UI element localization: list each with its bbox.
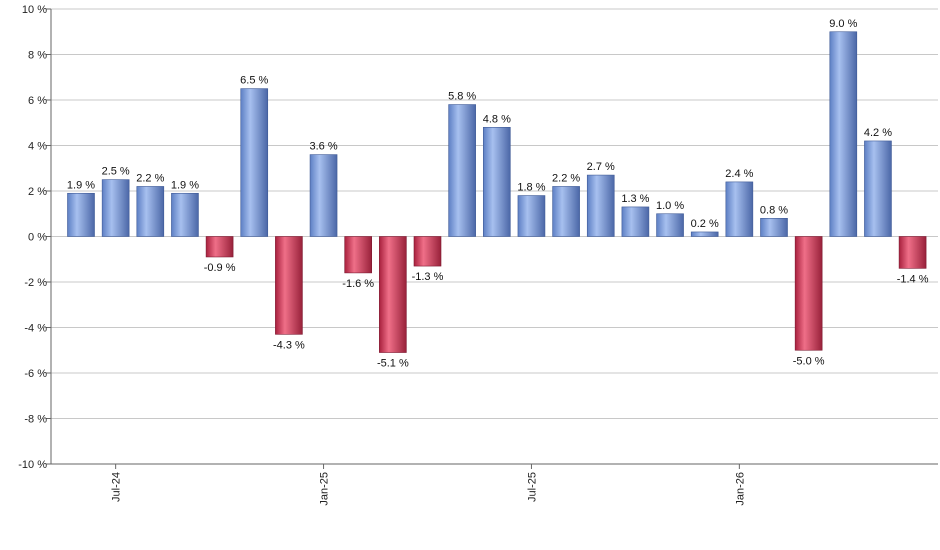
x-tick-label: Jan-26 xyxy=(734,472,746,506)
bar-value-label: 4.2 % xyxy=(864,127,892,139)
y-tick-label: 2 % xyxy=(28,186,47,198)
bar xyxy=(482,127,511,237)
bar xyxy=(621,206,650,237)
y-tick-label: 6 % xyxy=(28,95,47,107)
bar xyxy=(205,236,234,258)
y-tick-label: 0 % xyxy=(28,232,47,244)
bar xyxy=(760,218,788,237)
bar xyxy=(240,88,269,237)
bar-value-label: 2.2 % xyxy=(552,172,580,184)
bar-value-label: 2.7 % xyxy=(587,161,615,173)
bar-value-label: 5.8 % xyxy=(448,91,476,103)
bar-value-label: 4.8 % xyxy=(483,113,511,125)
y-tick-label: -4 % xyxy=(24,323,47,335)
bar xyxy=(171,192,199,237)
bar xyxy=(309,154,338,237)
bar-value-label: 2.2 % xyxy=(136,172,164,184)
bar-value-label: 1.3 % xyxy=(621,193,649,205)
bar xyxy=(552,186,580,237)
bar-value-label: 0.2 % xyxy=(691,218,719,230)
bar-value-label: 3.6 % xyxy=(309,141,337,153)
bar xyxy=(725,181,754,237)
bar xyxy=(344,236,373,274)
x-tick-label: Jul-24 xyxy=(111,472,123,502)
bar xyxy=(898,236,927,269)
y-tick-label: -8 % xyxy=(24,414,47,426)
bar-value-label: 2.4 % xyxy=(725,168,753,180)
bar xyxy=(448,104,476,237)
bar-value-label: 2.5 % xyxy=(102,166,130,178)
bars xyxy=(67,31,927,353)
bar xyxy=(794,236,823,351)
bar xyxy=(517,195,546,237)
bar xyxy=(67,192,95,237)
bar-value-label: 1.9 % xyxy=(171,179,199,191)
x-tick-label: Jul-25 xyxy=(526,472,538,502)
data-labels: 1.9 % 2.5 % 2.2 % 1.9 % -0.9 % 6.5 % -4.3 % 3.6… xyxy=(67,18,929,370)
axes: -10 % -8 % -6 % -4 % -2 % 0 % 2 % 4 % 6 % 8 % 10 %… xyxy=(18,4,938,506)
bar xyxy=(101,179,130,237)
y-tick-label: -10 % xyxy=(18,459,47,471)
bar-value-label: -1.3 % xyxy=(412,271,444,283)
bar-value-label: 9.0 % xyxy=(829,18,857,30)
bar-value-label: 1.9 % xyxy=(67,179,95,191)
bar-value-label: -1.6 % xyxy=(342,278,374,290)
bar-value-label: 1.0 % xyxy=(656,200,684,212)
bar-value-label: 1.8 % xyxy=(517,182,545,194)
bar-value-label: -5.1 % xyxy=(377,358,409,370)
bar-value-label: -0.9 % xyxy=(204,262,236,274)
bar-value-label: 6.5 % xyxy=(240,75,268,87)
y-tick-label: 8 % xyxy=(28,50,47,62)
bar xyxy=(413,236,442,267)
y-tick-label: 10 % xyxy=(22,4,47,16)
x-tick-label: Jan-25 xyxy=(319,472,331,506)
bar xyxy=(586,174,615,237)
bar xyxy=(275,236,303,335)
bar-value-label: -1.4 % xyxy=(897,273,929,285)
y-tick-label: -6 % xyxy=(24,368,47,380)
bar-value-label: -4.3 % xyxy=(273,339,305,351)
bar xyxy=(829,31,858,237)
bar xyxy=(656,213,684,237)
bar-value-label: -5.0 % xyxy=(793,355,825,367)
bar xyxy=(379,236,407,353)
bar xyxy=(690,231,719,237)
bar xyxy=(864,140,892,237)
y-tick-label: -2 % xyxy=(24,277,47,289)
y-tick-label: 4 % xyxy=(28,141,47,153)
bar-value-label: 0.8 % xyxy=(760,204,788,216)
bar xyxy=(136,186,165,237)
